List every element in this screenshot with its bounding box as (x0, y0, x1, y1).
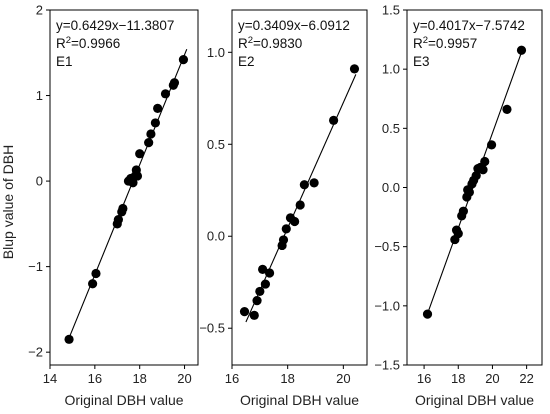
y-axis-title: Blup value of DBH (0, 145, 16, 259)
data-point (309, 178, 319, 188)
data-point (502, 104, 512, 114)
y-tick-label: 0.0 (382, 180, 400, 195)
x-axis-title: Original DBH value (64, 392, 183, 408)
data-point (252, 296, 262, 306)
data-point (153, 103, 163, 113)
data-point (146, 129, 156, 139)
x-axis-title: Original DBH value (415, 392, 534, 408)
r-squared-label: R2=0.9830 (238, 35, 302, 51)
x-tick-label: 18 (280, 371, 294, 386)
y-tick-label: 0.5 (382, 121, 400, 136)
plot-frame (49, 9, 199, 366)
data-point (278, 235, 289, 245)
data-point (88, 279, 98, 289)
panel-label: E1 (56, 54, 73, 69)
data-point (255, 286, 265, 297)
data-point (422, 309, 433, 319)
x-tick-label: 22 (519, 371, 533, 386)
data-point (258, 264, 268, 274)
data-point (290, 216, 300, 227)
y-tick-label: 0 (36, 174, 43, 189)
data-point (471, 171, 481, 181)
y-tick-label: −1.0 (374, 298, 400, 313)
y-tick-label: 0.5 (207, 137, 225, 152)
data-point (169, 78, 180, 88)
data-point (464, 187, 474, 197)
y-tick-label: 2 (36, 3, 43, 18)
y-tick-label: 1 (36, 88, 43, 103)
data-point (295, 200, 305, 210)
data-point (91, 268, 101, 279)
y-tick-label: −0.5 (374, 239, 400, 254)
y-tick-label: −1.5 (374, 358, 400, 373)
data-point (135, 149, 145, 159)
x-tick-label: 16 (417, 371, 431, 386)
regression-equation: y=0.6429x−11.3807 (56, 18, 174, 33)
y-tick-label: 0.0 (207, 229, 225, 244)
data-point (118, 203, 128, 214)
plot-frame (231, 9, 368, 366)
data-point (178, 55, 189, 65)
data-point (516, 45, 527, 55)
panel-label: E3 (413, 54, 430, 69)
data-point (453, 229, 463, 239)
data-point (132, 171, 143, 181)
data-point (281, 224, 291, 234)
x-tick-label: 18 (132, 371, 146, 386)
data-point (239, 307, 250, 317)
x-tick-label: 16 (88, 371, 102, 386)
data-point (480, 156, 490, 167)
data-point (264, 268, 275, 278)
data-point (478, 165, 488, 175)
data-point (64, 334, 74, 344)
r-squared-label: R2=0.9957 (413, 35, 477, 51)
data-point (260, 279, 271, 289)
data-point (144, 137, 154, 148)
data-point (458, 206, 468, 216)
x-tick-label: 20 (336, 371, 350, 386)
data-point (299, 180, 309, 190)
y-tick-label: 1.5 (382, 3, 400, 18)
data-point (150, 118, 160, 128)
y-tick-label: −2 (28, 345, 43, 360)
data-point (328, 115, 339, 125)
x-tick-label: 20 (177, 371, 191, 386)
x-axis-title: Original DBH value (240, 392, 359, 408)
y-tick-label: −0.5 (199, 321, 225, 336)
regression-equation: y=0.4017x−7.5742 (413, 18, 525, 33)
data-point (113, 214, 123, 225)
data-point (349, 64, 360, 74)
panel-e3: 16 18 20 22 −1.5 −1.0 −0.5 0.0 0.5 1.0 1.5 Original… (374, 3, 543, 408)
r-squared-label: R2=0.9966 (56, 35, 120, 51)
panel-label: E2 (238, 54, 255, 69)
panel-e1: 14 16 18 20 −2 −1 0 1 2 Original DBH value y=0.642… (28, 3, 199, 408)
data-point (249, 310, 259, 320)
x-tick-label: 14 (43, 371, 57, 386)
x-tick-label: 18 (451, 371, 465, 386)
x-tick-label: 20 (485, 371, 499, 386)
x-tick-label: 16 (225, 371, 239, 386)
y-tick-label: 1.0 (207, 45, 225, 60)
panel-e2: 16 18 20 −0.5 0.0 0.5 1.0 Original DBH value y=0… (199, 9, 368, 408)
data-point (486, 140, 497, 150)
y-tick-label: 1.0 (382, 62, 400, 77)
regression-equation: y=0.3409x−6.0912 (238, 18, 350, 33)
y-tick-label: −1 (28, 259, 43, 274)
data-point (160, 89, 171, 99)
